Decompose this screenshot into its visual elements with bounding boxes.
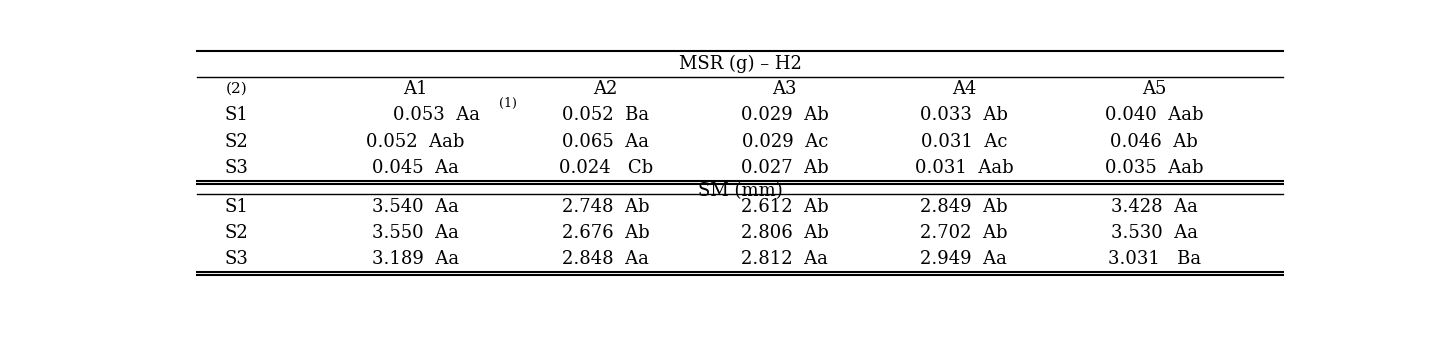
- Text: 2.949  Aa: 2.949 Aa: [920, 250, 1008, 268]
- Text: 0.033  Ab: 0.033 Ab: [920, 106, 1008, 124]
- Text: (2): (2): [225, 82, 247, 96]
- Text: A5: A5: [1142, 80, 1167, 98]
- Text: MSR (g) – H2: MSR (g) – H2: [679, 55, 801, 73]
- Text: A4: A4: [952, 80, 976, 98]
- Text: S1: S1: [224, 106, 248, 124]
- Text: 2.812  Aa: 2.812 Aa: [741, 250, 829, 268]
- Text: A3: A3: [773, 80, 797, 98]
- Text: 0.027  Ab: 0.027 Ab: [741, 159, 829, 177]
- Text: 0.024   Cb: 0.024 Cb: [559, 159, 653, 177]
- Text: 2.748  Ab: 2.748 Ab: [562, 198, 650, 216]
- Text: 0.029  Ac: 0.029 Ac: [742, 133, 827, 151]
- Text: S3: S3: [224, 159, 248, 177]
- Text: 2.806  Ab: 2.806 Ab: [741, 224, 829, 242]
- Text: A1: A1: [403, 80, 427, 98]
- Text: 0.040  Aab: 0.040 Aab: [1105, 106, 1203, 124]
- Text: 2.702  Ab: 2.702 Ab: [920, 224, 1008, 242]
- Text: 2.849  Ab: 2.849 Ab: [920, 198, 1008, 216]
- Text: 0.031  Aab: 0.031 Aab: [914, 159, 1014, 177]
- Text: S1: S1: [224, 198, 248, 216]
- Text: SM (mm): SM (mm): [697, 182, 783, 200]
- Text: 0.035  Aab: 0.035 Aab: [1105, 159, 1203, 177]
- Text: 3.031   Ba: 3.031 Ba: [1108, 250, 1200, 268]
- Text: 3.550  Aa: 3.550 Aa: [373, 224, 459, 242]
- Text: 0.029  Ab: 0.029 Ab: [741, 106, 829, 124]
- Text: 0.052  Aab: 0.052 Aab: [367, 133, 465, 151]
- Text: S2: S2: [225, 224, 248, 242]
- Text: 3.530  Aa: 3.530 Aa: [1110, 224, 1197, 242]
- Text: 0.046  Ab: 0.046 Ab: [1110, 133, 1199, 151]
- Text: (1): (1): [500, 96, 517, 110]
- Text: 0.031  Ac: 0.031 Ac: [921, 133, 1006, 151]
- Text: 2.848  Aa: 2.848 Aa: [562, 250, 650, 268]
- Text: 0.045  Aa: 0.045 Aa: [373, 159, 459, 177]
- Text: 2.676  Ab: 2.676 Ab: [562, 224, 650, 242]
- Text: S2: S2: [225, 133, 248, 151]
- Text: 2.612  Ab: 2.612 Ab: [741, 198, 829, 216]
- Text: 3.428  Aa: 3.428 Aa: [1110, 198, 1197, 216]
- Text: S3: S3: [224, 250, 248, 268]
- Text: 3.540  Aa: 3.540 Aa: [373, 198, 459, 216]
- Text: 0.053  Aa: 0.053 Aa: [393, 106, 479, 124]
- Text: 3.189  Aa: 3.189 Aa: [373, 250, 459, 268]
- Text: A2: A2: [593, 80, 618, 98]
- Text: 0.065  Aa: 0.065 Aa: [562, 133, 650, 151]
- Text: 0.052  Ba: 0.052 Ba: [562, 106, 650, 124]
